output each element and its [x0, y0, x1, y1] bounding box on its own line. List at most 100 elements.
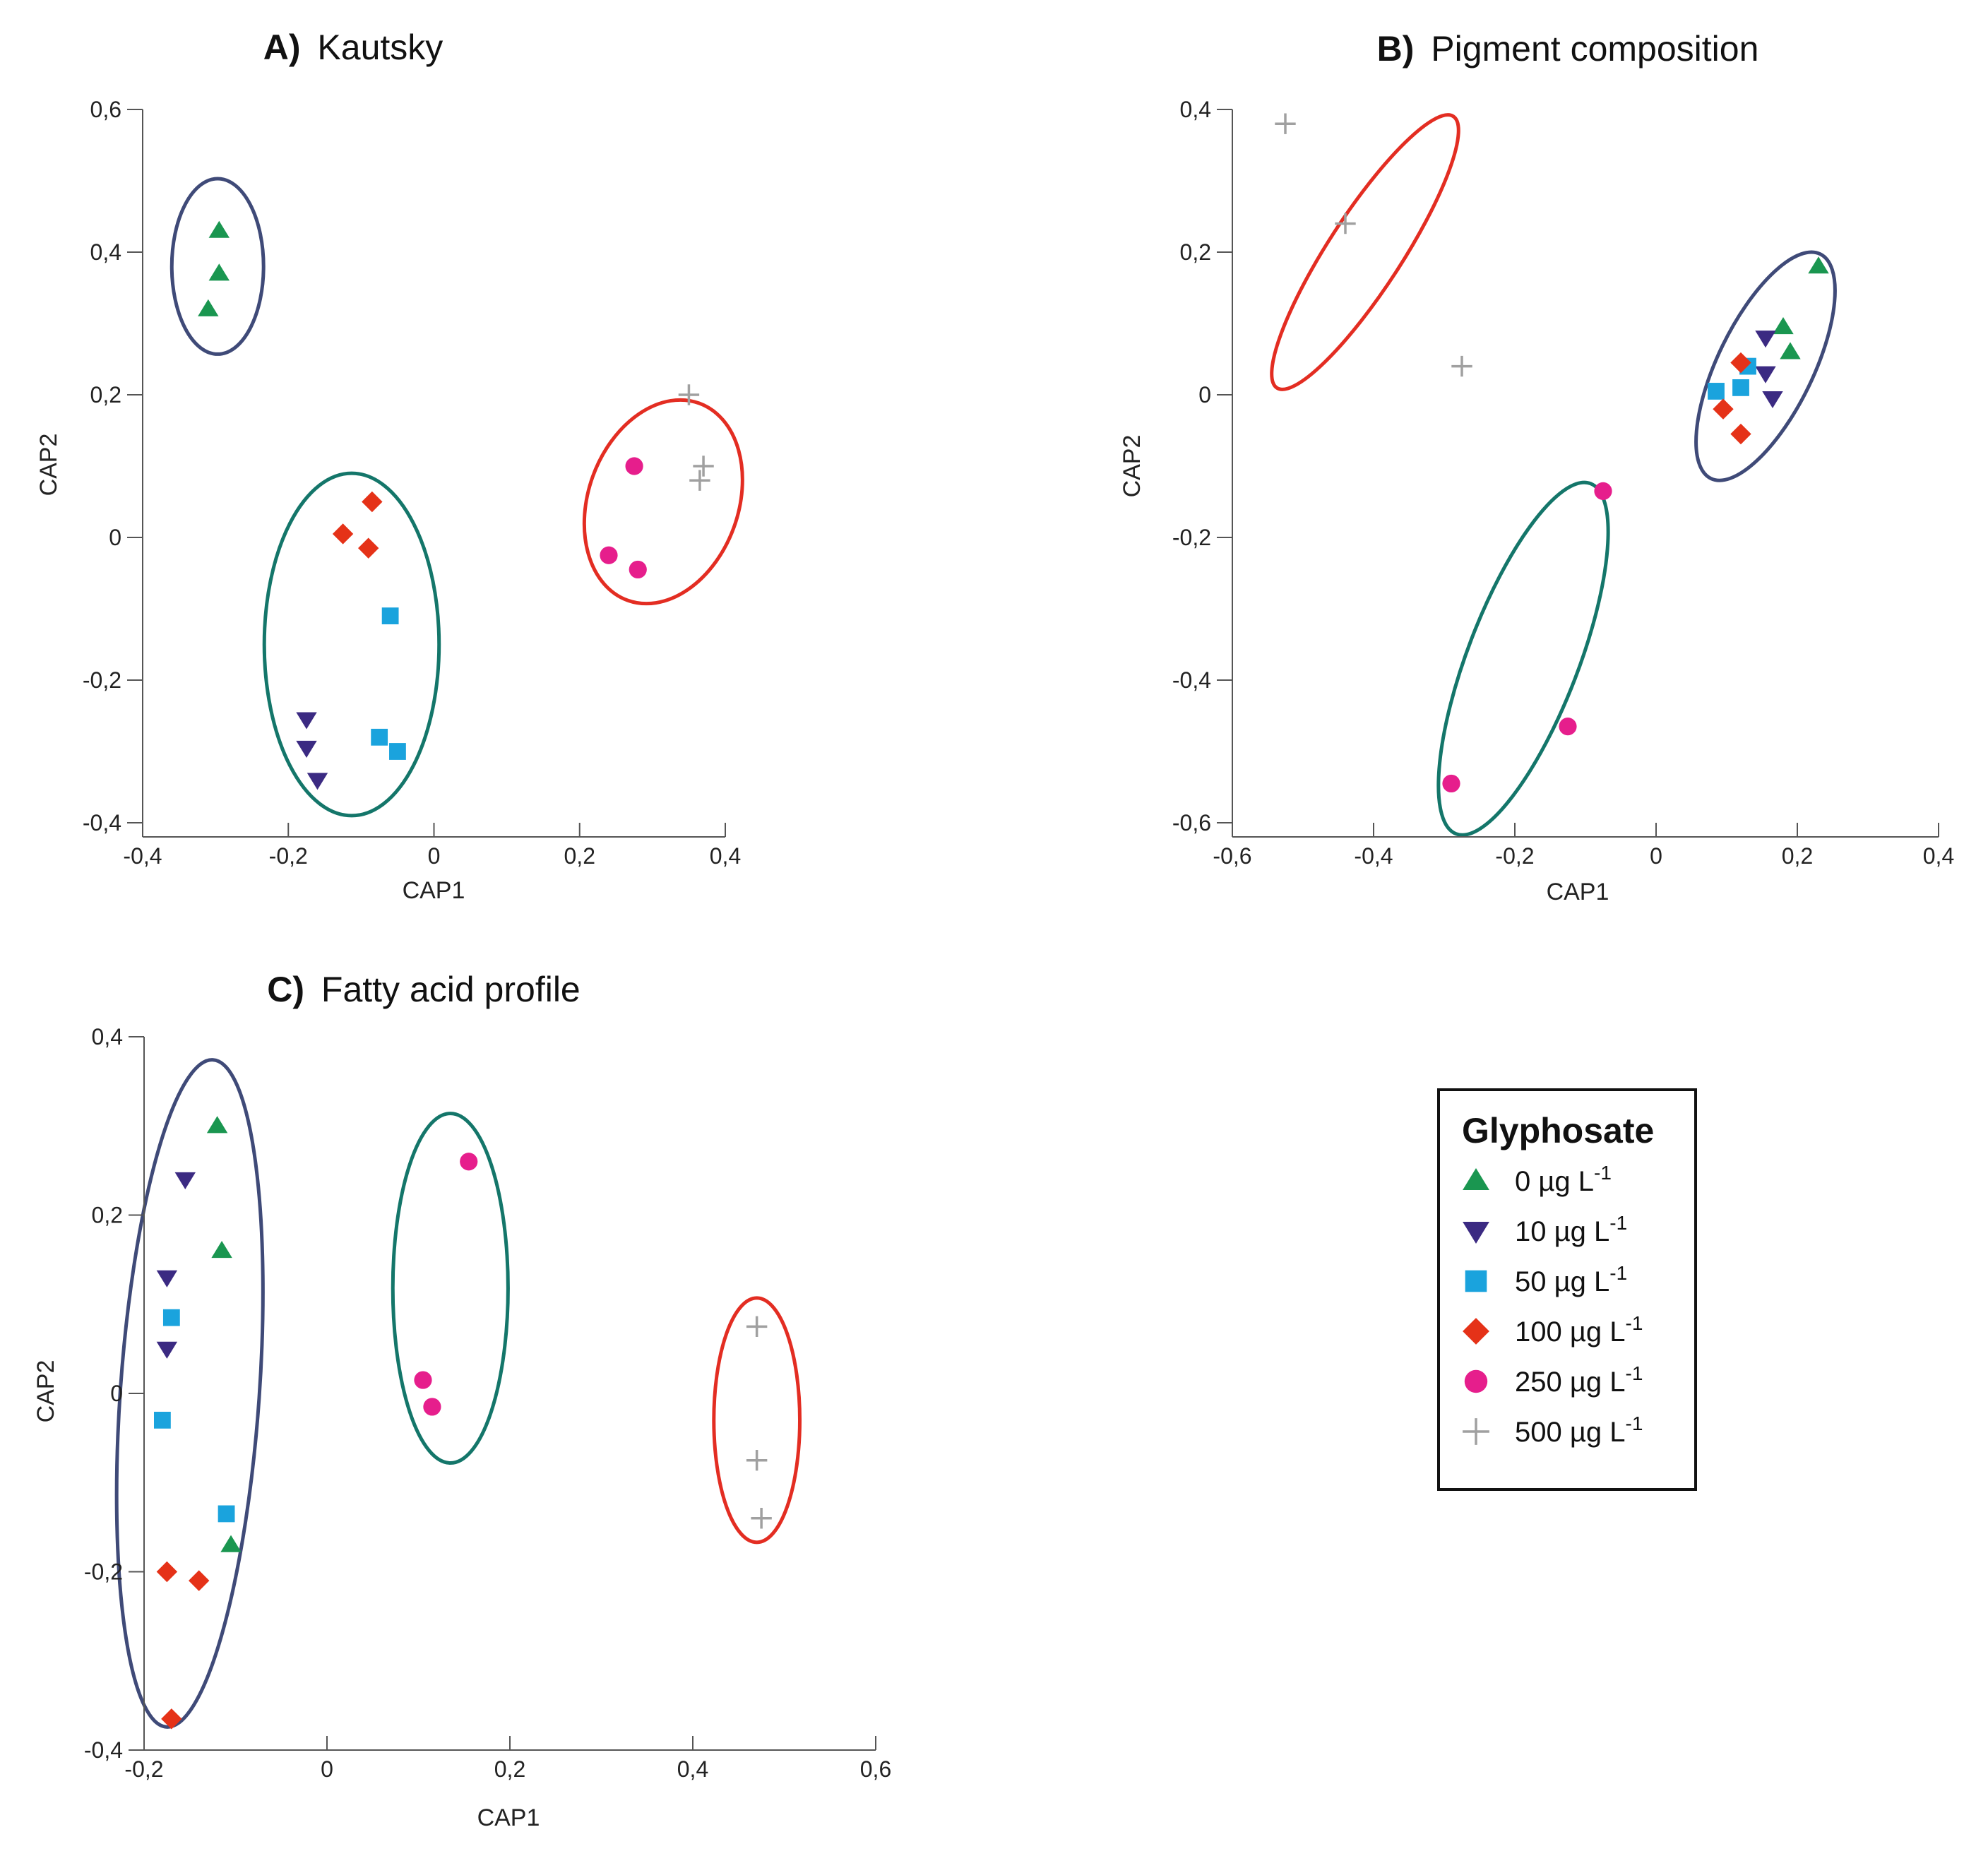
- panel-c-title: C) Fatty acid profile: [267, 970, 581, 1009]
- panel-c-point-g100: [156, 1561, 178, 1583]
- panel-a-point-g500: [693, 456, 714, 477]
- panel-c-y-tick-label: 0,4: [92, 1024, 123, 1049]
- legend-marker-g500: [1463, 1418, 1489, 1445]
- legend-item-g500: 500 µg L-1: [1463, 1412, 1643, 1448]
- panel-c-point-g250: [460, 1153, 478, 1171]
- panel-a-x-tick-label: -0,2: [269, 843, 308, 869]
- panel-b-y-tick-label: -0,6: [1172, 810, 1211, 835]
- panel-b-group-ellipse-1: [1270, 113, 1460, 391]
- panel-c-point-g500: [746, 1316, 768, 1338]
- legend-label-g10: 10 µg L-1: [1515, 1212, 1627, 1247]
- panel-a-point-g100: [357, 537, 379, 559]
- panel-c-point-g250: [414, 1371, 432, 1389]
- panel-c-point-g500: [751, 1508, 772, 1529]
- panel-a-y-tick-label: 0,2: [90, 382, 121, 408]
- panel-c-point-g100: [161, 1708, 182, 1730]
- panel-a-kautsky: A) Kautsky -0,4 -0,2 0 0,2 0,4 -0,4 -0,2 0 0,2 0,…: [35, 28, 744, 904]
- legend-item-g0: 0 µg L-1: [1463, 1162, 1612, 1197]
- panel-a-y-tick-label: -0,4: [83, 810, 121, 835]
- legend-items: 0 µg L-1 10 µg L-1 50 µg L-1 100 µg L-1 250 …: [1463, 1162, 1643, 1448]
- legend-item-g100: 100 µg L-1: [1463, 1312, 1643, 1348]
- panel-b-title: B) Pigment composition: [1377, 29, 1759, 69]
- panel-a-point-g250: [625, 457, 643, 475]
- panel-b-point-g10: [1755, 366, 1776, 383]
- panel-a-y-tick-label: -0,2: [83, 667, 121, 693]
- panel-a-point-g500: [678, 384, 700, 405]
- panel-c-y-tick-label: 0: [110, 1381, 123, 1406]
- panel-b-point-g100: [1730, 423, 1751, 445]
- panel-c-y-tick-label: 0,2: [92, 1203, 123, 1228]
- panel-b-point-g100: [1730, 352, 1751, 374]
- panel-c-point-g10: [156, 1270, 178, 1287]
- panel-a-title: A) Kautsky: [263, 28, 444, 67]
- panel-c-ellipses: [114, 1058, 802, 1729]
- panel-a-y-tick-label: 0: [109, 525, 121, 550]
- panel-b-y-axis-label: CAP2: [1119, 435, 1145, 498]
- panel-b-axes: -0,6 -0,4 -0,2 0 0,2 0,4 -0,6 -0,4 -0,2 0 0,2 0,4: [1172, 97, 1954, 869]
- panel-b-point-g50: [1732, 379, 1749, 396]
- panel-b-point-g500: [1275, 113, 1296, 134]
- legend-marker-g100: [1463, 1318, 1489, 1345]
- panel-c-y-tick-label: -0,4: [84, 1737, 123, 1763]
- legend-marker-g50: [1465, 1270, 1487, 1292]
- panel-c-group-ellipse-3: [712, 1296, 802, 1545]
- panel-c-point-g500: [746, 1449, 768, 1471]
- legend: Glyphosate 0 µg L-1 10 µg L-1 50 µg L-1 100…: [1437, 1088, 1697, 1491]
- panel-b-point-g500: [1451, 355, 1472, 377]
- panel-c-x-tick-label: -0,2: [124, 1756, 163, 1782]
- panel-c-point-g50: [218, 1505, 235, 1523]
- panel-a-point-g250: [629, 560, 647, 579]
- legend-label-g500: 500 µg L-1: [1515, 1412, 1643, 1448]
- legend-title: Glyphosate: [1462, 1111, 1654, 1150]
- panel-a-group-ellipse-2: [262, 471, 441, 818]
- panel-b-x-tick-label: -0,4: [1354, 843, 1393, 869]
- panel-b-x-tick-label: 0: [1650, 843, 1662, 869]
- panel-b-y-tick-label: 0: [1198, 382, 1211, 408]
- panel-c-letter: C): [267, 970, 304, 1009]
- panel-b-point-g10: [1755, 331, 1776, 348]
- legend-marker-g250: [1464, 1369, 1488, 1393]
- legend-label-g100: 100 µg L-1: [1515, 1312, 1643, 1348]
- panel-b-y-tick-label: 0,4: [1180, 97, 1211, 122]
- panel-a-point-g0: [208, 263, 230, 281]
- panel-c-group-ellipse-1: [114, 1058, 265, 1729]
- panel-a-letter: A): [263, 28, 301, 67]
- panel-a-y-tick-label: 0,6: [90, 97, 121, 122]
- panel-a-x-axis-label: CAP1: [403, 877, 465, 904]
- panel-b-pigment-composition: B) Pigment composition -0,6 -0,4 -0,2 0 0,2 0…: [1119, 29, 1954, 905]
- panel-c-fatty-acid-profile: C) Fatty acid profile -0,2 0 0,2 0,4 0,6 -0,4…: [32, 970, 891, 1831]
- panel-b-point-g250: [1559, 718, 1577, 736]
- panel-c-x-tick-label: 0,6: [860, 1756, 891, 1782]
- panel-c-point-g10: [174, 1172, 196, 1189]
- panel-a-point-g100: [332, 523, 354, 545]
- panel-b-group-ellipse-2: [1694, 250, 1837, 482]
- panel-a-point-g10: [296, 712, 317, 730]
- panel-b-point-g0: [1773, 317, 1794, 335]
- panel-a-y-tick-label: 0,4: [90, 239, 121, 265]
- panel-a-title-text: Kautsky: [317, 28, 443, 67]
- panel-b-point-g250: [1594, 482, 1612, 500]
- panel-b-ellipses: [1270, 113, 1837, 837]
- panel-a-point-g50: [371, 728, 388, 746]
- panel-c-points: [154, 1116, 772, 1730]
- legend-marker-g10: [1463, 1222, 1489, 1244]
- panel-a-x-tick-label: 0: [428, 843, 441, 869]
- panel-a-point-g50: [389, 743, 406, 760]
- legend-label-g50: 50 µg L-1: [1515, 1262, 1627, 1297]
- panel-b-point-g100: [1713, 398, 1734, 420]
- panel-b-y-tick-label: 0,2: [1180, 239, 1211, 265]
- panel-a-points: [198, 220, 714, 790]
- panel-c-y-tick-label: -0,2: [84, 1559, 123, 1585]
- panel-c-x-tick-label: 0,4: [677, 1756, 708, 1782]
- panel-a-x-tick-label: 0,2: [564, 843, 595, 869]
- panel-a-y-axis-label: CAP2: [35, 434, 62, 496]
- panel-b-points: [1275, 113, 1829, 793]
- panel-b-x-tick-label: -0,2: [1495, 843, 1534, 869]
- panel-c-axes: -0,2 0 0,2 0,4 0,6-0,4-0,200,20,4: [84, 1024, 891, 1782]
- panel-c-x-tick-label: 0: [321, 1756, 333, 1782]
- panel-b-x-tick-label: -0,6: [1213, 843, 1251, 869]
- panel-b-x-axis-label: CAP1: [1547, 879, 1609, 905]
- panel-b-point-g0: [1780, 342, 1801, 359]
- panel-c-point-g0: [211, 1241, 232, 1259]
